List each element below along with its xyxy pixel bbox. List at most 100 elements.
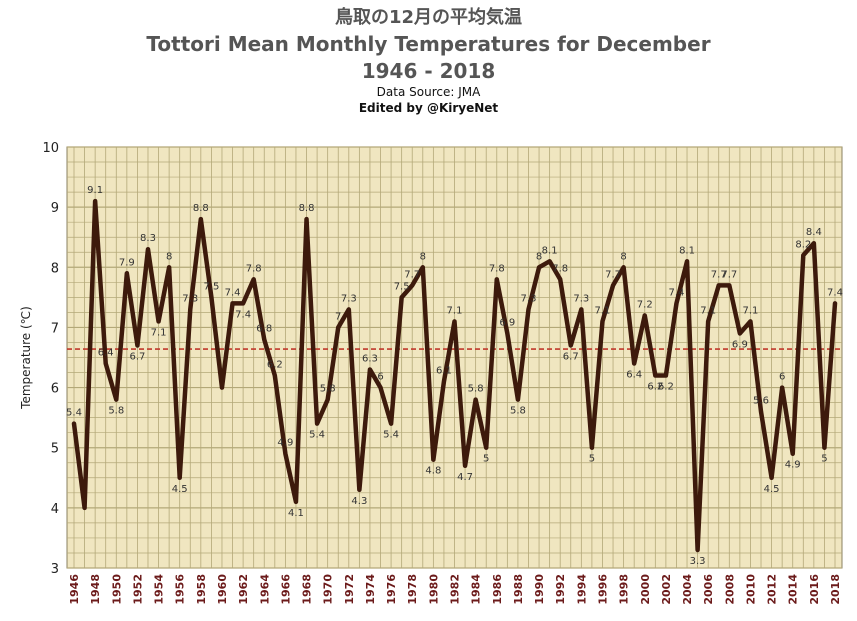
data-point [421, 265, 425, 269]
data-point [727, 283, 731, 287]
data-label: 7.3 [521, 293, 537, 304]
x-tick-label: 1978 [406, 574, 419, 605]
x-tick-label: 1996 [596, 574, 609, 605]
data-label: 8 [620, 251, 626, 262]
data-label: 4.9 [785, 460, 801, 471]
data-point [516, 398, 520, 402]
data-point [738, 331, 742, 335]
data-point [252, 277, 256, 281]
data-label: 6.1 [436, 366, 452, 377]
data-point [611, 283, 615, 287]
data-point [548, 259, 552, 263]
data-label: 8.3 [140, 233, 156, 244]
data-point [664, 374, 668, 378]
data-point [780, 386, 784, 390]
x-tick-label: 1952 [131, 574, 144, 605]
data-label: 7.1 [151, 327, 167, 338]
data-label: 6.2 [647, 382, 663, 393]
data-label: 7.8 [489, 263, 505, 274]
x-tick-label: 1948 [89, 574, 102, 605]
x-tick-label: 1998 [618, 574, 631, 605]
x-tick-label: 2008 [723, 574, 736, 605]
data-point [484, 446, 488, 450]
data-label: 7.1 [700, 305, 716, 316]
chart-title: Tottori Mean Monthly Temperatures for De… [146, 32, 711, 56]
data-point [632, 362, 636, 366]
x-tick-label: 1990 [533, 574, 546, 605]
data-point [685, 259, 689, 263]
x-tick-label: 2014 [787, 574, 800, 605]
data-point [822, 446, 826, 450]
x-tick-label: 1958 [195, 574, 208, 605]
x-tick-label: 1994 [575, 574, 588, 605]
data-point [135, 343, 139, 347]
data-label: 7.4 [225, 287, 241, 298]
data-label: 5.8 [320, 384, 336, 395]
data-label: 6 [377, 372, 383, 383]
data-point [305, 217, 309, 221]
x-tick-label: 1950 [110, 574, 123, 605]
data-point [188, 307, 192, 311]
data-point [558, 277, 562, 281]
data-label: 5 [483, 454, 489, 465]
data-point [114, 398, 118, 402]
data-point [93, 199, 97, 203]
data-label: 6.4 [626, 370, 642, 381]
x-tick-label: 1954 [153, 574, 166, 605]
x-tick-label: 2006 [702, 574, 715, 605]
data-point [653, 374, 657, 378]
data-labels: 5.4 9.1 6.4 5.8 7.9 6.7 8.3 7.1 8 4.5 7.3 8.8 7.5 7.4… [66, 185, 843, 567]
data-label: 7.2 [637, 299, 653, 310]
data-point [273, 374, 277, 378]
data-point [801, 253, 805, 257]
chart-title-block: 鳥取の12月の平均気温 Tottori Mean Monthly Tempera… [0, 6, 857, 116]
data-point [431, 458, 435, 462]
data-label: 7.9 [119, 257, 135, 268]
x-tick-label: 1974 [364, 574, 377, 605]
data-point [442, 380, 446, 384]
x-tick-label: 2016 [808, 574, 821, 605]
gridlines [67, 146, 842, 569]
x-tick-label: 1980 [427, 574, 440, 605]
data-point [231, 301, 235, 305]
data-label: 7.4 [669, 287, 685, 298]
data-label: 7.1 [595, 305, 611, 316]
x-tick-label: 1988 [512, 574, 525, 605]
data-label: 6.4 [98, 348, 114, 359]
y-tick-label: 5 [51, 442, 59, 457]
data-label: 4.7 [457, 472, 473, 483]
data-label: 7.5 [203, 281, 219, 292]
x-tick-label: 1956 [174, 574, 187, 605]
data-point [241, 301, 245, 305]
data-point [696, 548, 700, 552]
data-point [357, 488, 361, 492]
data-label: 7.4 [827, 287, 843, 298]
data-point [83, 506, 87, 510]
data-label: 6 [779, 372, 785, 383]
data-point [495, 277, 499, 281]
data-point [674, 301, 678, 305]
data-label: 5.6 [753, 396, 769, 407]
data-label: 5.4 [66, 408, 82, 419]
data-label: 8 [536, 251, 542, 262]
data-label: 7.3 [341, 293, 357, 304]
data-point [590, 446, 594, 450]
y-tick-label: 8 [51, 261, 59, 276]
x-tick-label: 1946 [68, 574, 81, 605]
data-label: 6.2 [267, 360, 283, 371]
data-label: 6.7 [129, 351, 145, 362]
data-point [157, 319, 161, 323]
x-tick-label: 2018 [829, 574, 842, 605]
data-point [717, 283, 721, 287]
data-point [72, 422, 76, 426]
data-point [569, 343, 573, 347]
data-label: 4.9 [277, 438, 293, 449]
data-point [791, 452, 795, 456]
data-label: 4.5 [172, 484, 188, 495]
y-tick-label: 9 [51, 201, 59, 216]
data-label: 9.1 [87, 185, 103, 196]
data-point [368, 368, 372, 372]
data-label: 6.7 [563, 351, 579, 362]
data-point [600, 319, 604, 323]
data-point [759, 410, 763, 414]
